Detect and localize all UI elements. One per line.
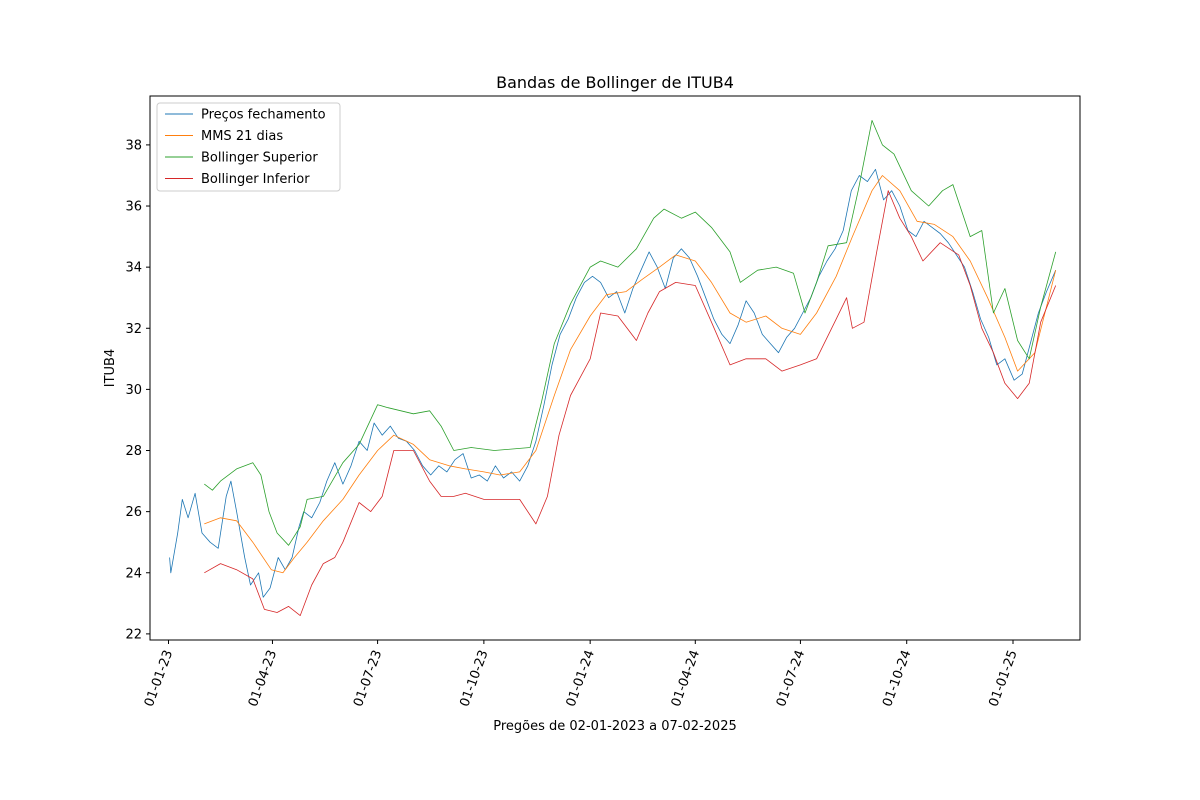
y-tick-label: 22: [125, 627, 142, 642]
legend-box: [156, 102, 341, 192]
legend-label-2: Bollinger Superior: [201, 151, 318, 166]
legend-label-1: MMS 21 dias: [201, 129, 283, 144]
plot-area-frame: [149, 95, 1081, 641]
y-tick-label: 38: [125, 138, 142, 153]
x-tick-label: 01-10-23: [457, 648, 491, 709]
x-tick-label: 01-07-23: [351, 648, 385, 709]
series-line-3: [204, 190, 1057, 616]
legend-entries: Preços fechamento MMS 21 dias Bollinger Su…: [165, 108, 326, 187]
x-tick-label: 01-04-23: [246, 648, 280, 709]
y-tick-label: 30: [125, 383, 142, 398]
chart-title: Bandas de Bollinger de ITUB4: [496, 73, 734, 92]
legend: Preços fechamento MMS 21 dias Bollinger Su…: [156, 102, 341, 192]
series-line-1: [204, 175, 1057, 574]
x-tick-label: 01-07-24: [774, 648, 808, 709]
y-axis: 22 24 26 28 30 32 34 36 38: [125, 138, 150, 642]
y-tick-label: 32: [125, 322, 142, 337]
x-tick-label: 01-01-24: [564, 648, 598, 709]
x-tick-label: 01-01-23: [142, 648, 176, 709]
y-tick-label: 34: [125, 261, 142, 276]
series-line-0: [169, 168, 1057, 598]
y-tick-label: 28: [125, 444, 142, 459]
legend-label-0: Preços fechamento: [201, 108, 326, 123]
y-tick-label: 26: [125, 505, 142, 520]
legend-label-3: Bollinger Inferior: [201, 172, 310, 187]
x-tick-label: 01-01-25: [986, 648, 1020, 709]
y-tick-label: 24: [125, 566, 142, 581]
x-axis: 01-01-23 01-04-23 01-07-23 01-10-23 01-01-24…: [142, 640, 1021, 709]
plot-series: [169, 120, 1057, 616]
y-tick-label: 36: [125, 200, 142, 215]
x-axis-label: Pregões de 02-01-2023 a 07-02-2025: [493, 719, 737, 734]
y-axis-label: ITUB4: [103, 349, 118, 387]
x-tick-label: 01-10-24: [880, 648, 914, 709]
series-line-2: [204, 120, 1057, 546]
x-tick-label: 01-04-24: [669, 648, 703, 709]
